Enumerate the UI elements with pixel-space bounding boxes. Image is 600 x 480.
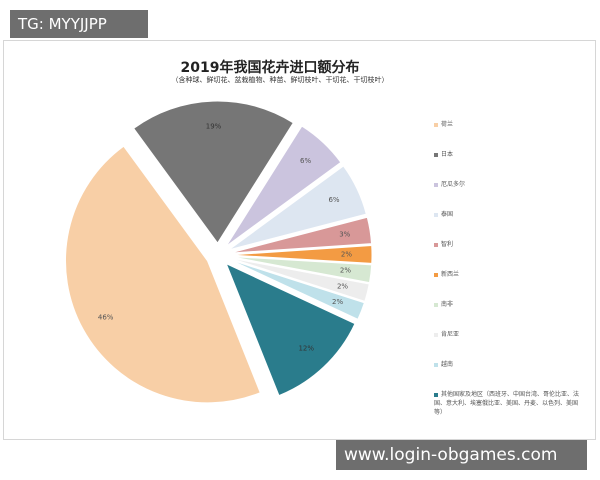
pie-slice-7 [229, 257, 370, 302]
pie-slice-8 [228, 258, 366, 321]
legend-swatch-2 [434, 182, 438, 187]
legend-label-5: 新西兰 [441, 271, 460, 278]
legend-item-0: 荷兰 [434, 120, 584, 129]
legend-item-2: 厄瓜多尔 [434, 180, 584, 189]
watermark-top: TG: MYYJJPP [10, 10, 148, 38]
legend-swatch-9 [434, 392, 438, 397]
legend-swatch-0 [434, 122, 438, 127]
legend-label-3: 泰国 [441, 211, 454, 218]
pie-slice-6 [229, 255, 373, 284]
pie-label-2: 6% [300, 157, 311, 165]
pie-label-0: 46% [98, 313, 114, 321]
legend-label-7: 肯尼亚 [441, 331, 460, 338]
pie-label-1: 19% [206, 123, 222, 131]
legend-swatch-3 [434, 212, 438, 217]
watermark-bottom: www.login-obgames.com [336, 440, 587, 470]
pie-slice-1 [133, 100, 294, 244]
legend-item-6: 南非 [434, 300, 584, 309]
pie-label-4: 3% [339, 230, 350, 238]
chart-subtitle: （含种球、鲜切花、盆栽植物、种苗、鲜切枝叶、干切花、干切枝叶） [171, 76, 389, 84]
legend-label-0: 荷兰 [441, 121, 454, 128]
legend-swatch-8 [434, 362, 438, 367]
pie-slice-5 [229, 245, 373, 264]
pie-label-6: 2% [340, 267, 351, 275]
legend-label-2: 厄瓜多尔 [441, 181, 466, 188]
legend-label-9: 其他国家及地区（西班牙、中国台湾、哥伦比亚、法国、意大利、埃塞俄比亚、美国、丹麦… [434, 391, 580, 416]
legend-item-9: 其他国家及地区（西班牙、中国台湾、哥伦比亚、法国、意大利、埃塞俄比亚、美国、丹麦… [434, 390, 584, 417]
pie-label-5: 2% [341, 251, 352, 259]
legend-swatch-1 [434, 152, 438, 157]
legend-label-6: 南非 [441, 301, 454, 308]
pie-label-3: 6% [328, 196, 339, 204]
legend-swatch-7 [434, 332, 438, 337]
pie-slice-3 [228, 165, 367, 251]
pie-label-9: 12% [298, 344, 314, 352]
legend-label-1: 日本 [441, 151, 454, 158]
legend-swatch-5 [434, 272, 438, 277]
legend-item-5: 新西兰 [434, 270, 584, 279]
legend-item-4: 智利 [434, 240, 584, 249]
legend-item-8: 越南 [434, 360, 584, 369]
legend-item-7: 肯尼亚 [434, 330, 584, 339]
pie-label-8: 2% [332, 298, 343, 306]
legend-item-3: 泰国 [434, 210, 584, 219]
legend-swatch-6 [434, 302, 438, 307]
legend-label-4: 智利 [441, 241, 454, 248]
pie-slice-9 [225, 262, 356, 397]
legend-label-8: 越南 [441, 361, 454, 368]
pie-slice-4 [229, 216, 373, 254]
legend-swatch-4 [434, 242, 438, 247]
legend-item-1: 日本 [434, 150, 584, 159]
pie-slice-2 [225, 125, 342, 247]
pie-slice-0 [65, 145, 261, 404]
chart-title: 2019年我国花卉进口额分布 [180, 60, 360, 76]
pie-label-7: 2% [337, 283, 348, 291]
